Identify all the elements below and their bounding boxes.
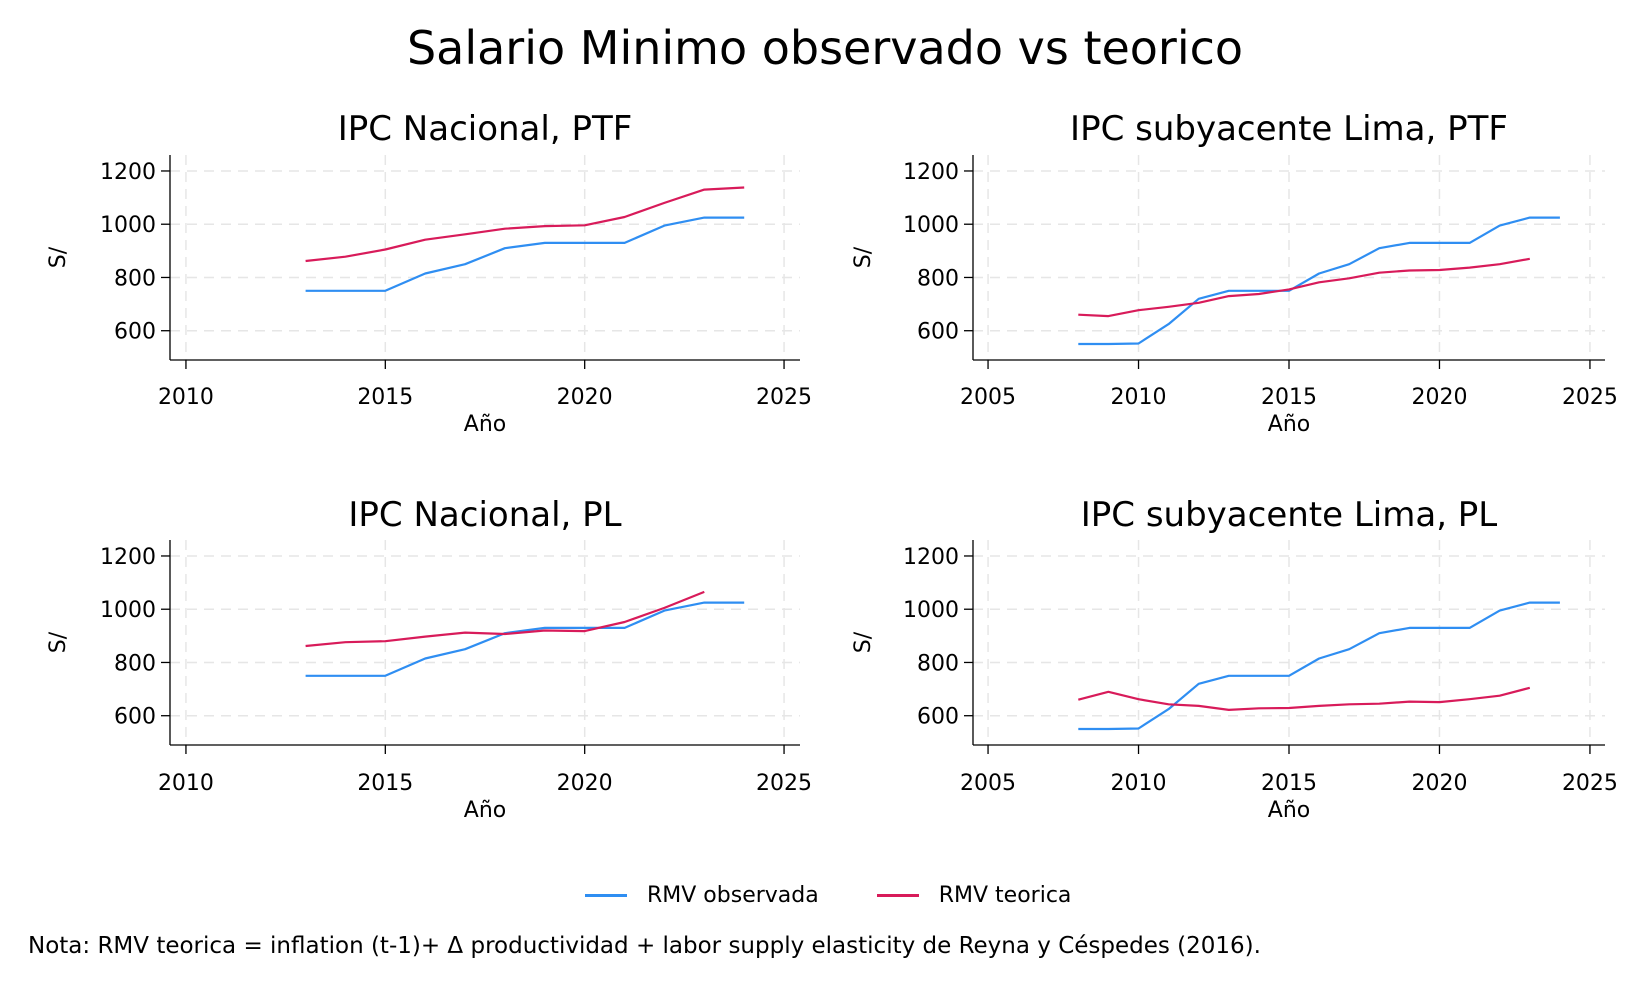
- y-tick-label: 1000: [903, 598, 959, 623]
- panel-title: IPC subyacente Lima, PTF: [1070, 109, 1508, 149]
- chart-panel-4: IPC subyacente Lima, PL 600 800 1000 1200 200…: [851, 495, 1618, 823]
- y-axis-label: S/: [851, 631, 876, 653]
- y-tick-label: 800: [917, 651, 959, 676]
- legend-swatch-observed: [585, 893, 627, 897]
- x-tick-label: 2010: [158, 771, 214, 796]
- y-tick-label: 600: [114, 705, 156, 730]
- x-axis-label: Año: [464, 798, 506, 823]
- x-tick-label: 2015: [1261, 771, 1317, 796]
- chart-panel-1: IPC Nacional, PTF 600 800 1000 1200 2010 2015 2…: [46, 109, 812, 437]
- legend-item-theoretical: RMV teorica: [876, 882, 1072, 908]
- x-tick-label: 2015: [357, 771, 413, 796]
- x-tick-label: 2025: [756, 771, 812, 796]
- x-tick-label: 2020: [1411, 385, 1467, 410]
- series-line-observed: [305, 216, 745, 292]
- chart-panel-3: IPC Nacional, PL 600 800 1000 1200 2010 2015 20…: [46, 495, 812, 823]
- legend-label-theoretical: RMV teorica: [938, 882, 1072, 908]
- y-tick-label: 1200: [903, 160, 959, 185]
- legend-label-observed: RMV observada: [647, 882, 819, 908]
- chart-panel-2: IPC subyacente Lima, PTF 600 800 1000 1200 20…: [851, 109, 1618, 437]
- y-tick-label: 1000: [100, 213, 156, 238]
- y-tick-label: 1000: [903, 213, 959, 238]
- panel-title: IPC Nacional, PL: [348, 495, 621, 535]
- y-axis-label: S/: [46, 631, 71, 653]
- panel-title: IPC subyacente Lima, PL: [1081, 495, 1498, 535]
- x-axis-label: Año: [1268, 798, 1310, 823]
- legend: RMV observada RMV teorica: [585, 878, 1129, 912]
- y-tick-label: 1000: [100, 598, 156, 623]
- x-axis-label: Año: [1268, 412, 1310, 437]
- y-tick-label: 800: [114, 266, 156, 291]
- y-tick-label: 800: [917, 266, 959, 291]
- series-line-observed: [1078, 601, 1560, 731]
- figure-title: Salario Minimo observado vs teorico: [406, 21, 1244, 75]
- x-tick-label: 2015: [1261, 385, 1317, 410]
- series-line-observed: [305, 601, 745, 677]
- x-tick-label: 2025: [1562, 771, 1618, 796]
- y-tick-label: 1200: [100, 160, 156, 185]
- x-tick-label: 2025: [756, 385, 812, 410]
- legend-item-observed: RMV observada: [585, 883, 819, 908]
- series-line-theoretical: [305, 186, 745, 263]
- x-tick-label: 2020: [557, 385, 613, 410]
- x-axis-label: Año: [464, 412, 506, 437]
- y-tick-label: 1200: [903, 545, 959, 570]
- legend-swatch-theoretical: [876, 893, 919, 897]
- x-tick-label: 2010: [1111, 771, 1167, 796]
- panel-title: IPC Nacional, PTF: [338, 109, 633, 149]
- y-tick-label: 600: [917, 320, 959, 345]
- x-tick-label: 2005: [960, 771, 1016, 796]
- x-tick-label: 2005: [960, 385, 1016, 410]
- y-axis-label: S/: [851, 246, 876, 268]
- y-tick-label: 600: [917, 705, 959, 730]
- series-line-theoretical: [1078, 257, 1530, 318]
- y-tick-label: 1200: [100, 545, 156, 570]
- series-line-theoretical: [1078, 686, 1531, 712]
- y-axis-label: S/: [46, 246, 71, 268]
- x-tick-label: 2025: [1562, 385, 1618, 410]
- x-tick-label: 2020: [557, 771, 613, 796]
- x-tick-label: 2020: [1411, 771, 1467, 796]
- series-line-observed: [1078, 216, 1560, 346]
- x-tick-label: 2010: [1111, 385, 1167, 410]
- y-tick-label: 600: [114, 320, 156, 345]
- series-line-theoretical: [305, 590, 705, 648]
- x-tick-label: 2010: [158, 385, 214, 410]
- footnote: Nota: RMV teorica = inflation (t-1)+ Δ p…: [28, 933, 1261, 959]
- y-tick-label: 800: [114, 651, 156, 676]
- x-tick-label: 2015: [357, 385, 413, 410]
